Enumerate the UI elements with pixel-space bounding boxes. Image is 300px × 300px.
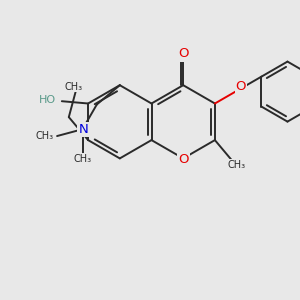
Text: O: O: [178, 47, 189, 61]
Text: O: O: [178, 153, 188, 167]
Text: N: N: [78, 123, 88, 136]
Text: O: O: [236, 80, 246, 93]
Text: CH₃: CH₃: [74, 154, 92, 164]
Text: CH₃: CH₃: [65, 82, 83, 92]
Text: CH₃: CH₃: [36, 131, 54, 141]
Text: CH₃: CH₃: [227, 160, 245, 170]
Text: HO: HO: [39, 95, 56, 105]
